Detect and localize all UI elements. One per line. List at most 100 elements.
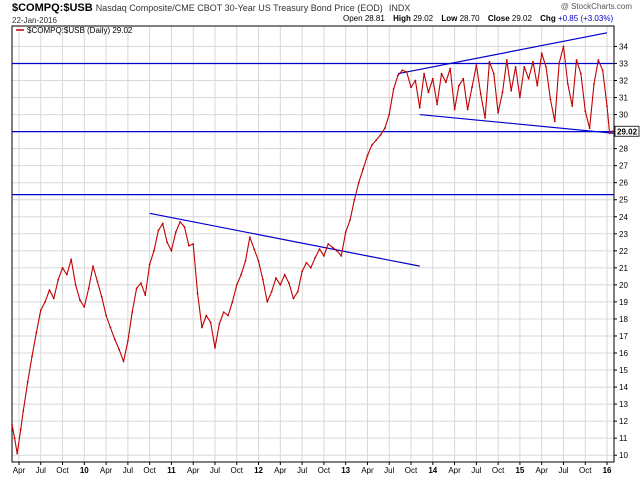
data-point <box>16 452 19 455</box>
data-point <box>279 283 282 286</box>
data-point <box>427 91 430 94</box>
data-point <box>148 263 151 266</box>
data-point <box>288 282 290 285</box>
data-point <box>375 139 378 142</box>
y-tick-label: 20 <box>619 281 628 290</box>
data-point <box>327 243 330 245</box>
data-point <box>314 256 317 259</box>
y-tick-label: 24 <box>619 213 628 222</box>
y-tick-label: 15 <box>619 366 628 375</box>
data-point <box>597 59 600 61</box>
grid-lines <box>12 26 614 462</box>
high-value: 29.02 <box>413 14 434 23</box>
data-point <box>218 323 221 325</box>
open-label: Open <box>343 14 363 23</box>
data-point <box>545 65 547 68</box>
data-point <box>344 231 347 233</box>
trendline <box>419 113 615 134</box>
last-value-marker: 29.02 <box>614 125 640 137</box>
data-point <box>392 88 395 90</box>
y-tick-label: 22 <box>619 247 628 256</box>
data-point <box>423 72 425 75</box>
data-point <box>105 314 107 317</box>
data-point <box>414 79 417 82</box>
data-point <box>453 108 456 111</box>
data-point <box>196 292 199 295</box>
data-point <box>388 113 391 116</box>
data-point <box>444 81 447 84</box>
last-value-box <box>614 125 640 137</box>
data-point <box>205 314 208 317</box>
x-tick-label: Jul <box>123 466 133 475</box>
data-point <box>296 290 299 293</box>
data-point <box>248 236 251 239</box>
data-point <box>79 299 81 302</box>
data-point <box>383 127 386 130</box>
data-point <box>449 67 452 70</box>
data-point <box>322 255 325 257</box>
data-point <box>135 287 138 290</box>
x-tick-label: Apr <box>100 466 113 475</box>
y-axis: 1011121314151617181920212223242526272829… <box>614 42 628 460</box>
data-point <box>318 248 321 251</box>
data-point <box>257 260 260 262</box>
data-point <box>275 277 277 279</box>
trendline <box>149 212 420 267</box>
legend-label: $COMPQ:$USB (Daily) 29.02 <box>27 26 133 35</box>
data-point <box>527 77 530 80</box>
x-tick-label: Oct <box>143 466 156 475</box>
x-axis: Apr Jul Oct 10 Apr Jul Oct 11 Apr Jul Oct 12 Apr Jul O… <box>13 462 612 475</box>
data-point <box>48 289 51 291</box>
y-tick-label: 11 <box>619 434 628 443</box>
chart-header: $COMPQ:$USB Nasdaq Composite/CME CBOT 30-… <box>0 0 640 34</box>
x-tick-label: Apr <box>187 466 200 475</box>
data-point <box>331 246 334 249</box>
data-point <box>532 60 534 63</box>
data-point <box>22 410 25 412</box>
data-point <box>92 265 94 268</box>
y-tick-label: 14 <box>619 383 628 392</box>
legend: $COMPQ:$USB (Daily) 29.02 <box>16 26 133 35</box>
data-point <box>462 77 465 80</box>
y-tick-label: 30 <box>619 111 628 120</box>
x-tick-label: Jul <box>297 466 307 475</box>
y-tick-label: 26 <box>619 179 628 188</box>
data-point <box>488 60 491 63</box>
data-point <box>405 71 408 73</box>
data-point <box>611 130 614 133</box>
low-value: 28.70 <box>459 14 480 23</box>
y-tick-label: 34 <box>619 42 628 51</box>
data-point <box>174 231 177 233</box>
chg-label: Chg <box>540 14 556 23</box>
trendlines <box>12 32 615 267</box>
x-tick-label: Apr <box>13 466 26 475</box>
data-point <box>52 297 55 300</box>
data-point <box>397 74 399 77</box>
data-point <box>161 222 164 225</box>
data-point <box>19 428 22 431</box>
data-point <box>440 72 443 75</box>
y-tick-label: 13 <box>619 400 628 409</box>
data-point <box>353 198 356 201</box>
data-point <box>153 249 155 252</box>
data-point <box>410 86 412 89</box>
x-tick-label: 12 <box>254 466 263 475</box>
data-point <box>157 229 160 232</box>
data-point <box>492 72 495 75</box>
data-point <box>11 423 13 426</box>
x-tick-label: Apr <box>448 466 461 475</box>
y-tick-label: 21 <box>619 264 628 273</box>
brand-label: @ StockCharts.com <box>560 2 632 11</box>
data-point <box>122 360 125 363</box>
data-point <box>262 278 264 281</box>
data-point <box>109 326 112 329</box>
data-point <box>166 241 168 244</box>
y-tick-label: 25 <box>619 196 628 205</box>
trendline <box>397 32 608 75</box>
last-value-label: 29.02 <box>617 127 638 136</box>
data-point <box>301 270 304 273</box>
data-point <box>209 321 212 324</box>
series-layer <box>11 45 614 455</box>
y-tick-label: 28 <box>619 145 628 154</box>
data-point <box>126 340 129 342</box>
